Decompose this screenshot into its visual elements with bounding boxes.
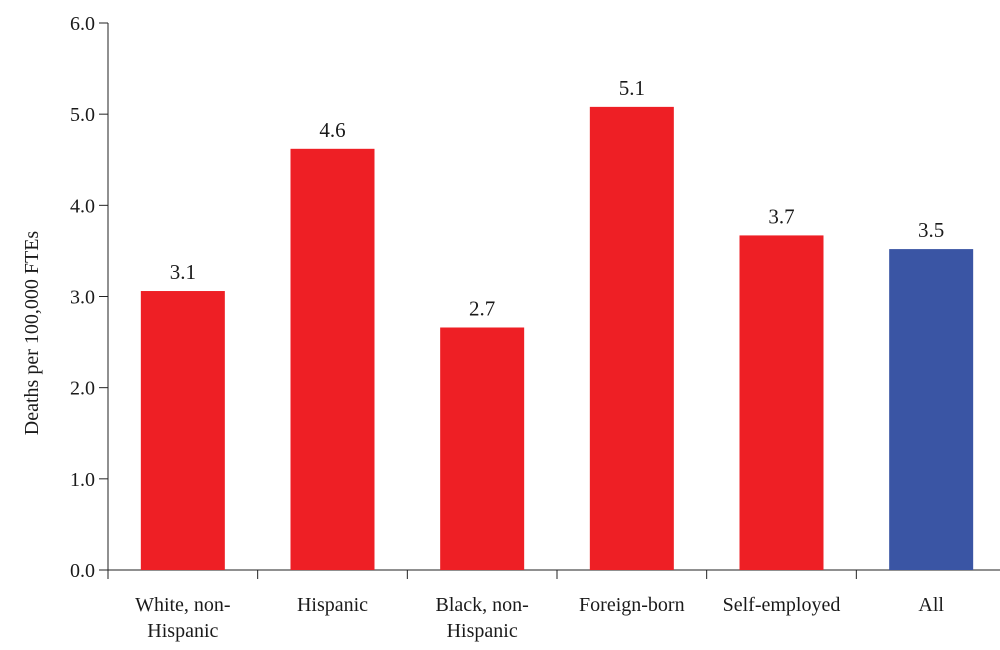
bar [589, 106, 674, 570]
x-category-label: All [918, 594, 944, 616]
bar [889, 249, 974, 571]
bar-value-label: 2.7 [469, 296, 495, 320]
y-tick-label: 4.0 [70, 195, 95, 217]
x-category-label: Hispanic [147, 620, 218, 642]
y-tick-label: 6.0 [70, 13, 95, 35]
y-tick-label: 0.0 [70, 560, 95, 582]
x-category-label: Black, non- [436, 594, 529, 616]
y-tick-label: 1.0 [70, 469, 95, 491]
x-category-label: Self-employed [723, 594, 841, 616]
bar-value-label: 4.6 [319, 118, 345, 142]
bar-value-label: 3.1 [170, 260, 196, 284]
y-axis-title: Deaths per 100,000 FTEs [21, 231, 43, 436]
bars [140, 106, 974, 571]
y-tick-label: 5.0 [70, 104, 95, 126]
data-labels: 3.1 4.6 2.7 5.1 3.7 3.5 [170, 76, 945, 321]
bar [440, 327, 525, 570]
y-axis: 0.0 1.0 2.0 3.0 4.0 5.0 6.0 [70, 13, 109, 582]
x-category-label: White, non- [135, 594, 231, 616]
y-tick-label: 3.0 [70, 287, 95, 309]
bar-value-label: 3.7 [768, 204, 794, 228]
x-category-label: Foreign-born [579, 594, 685, 616]
x-category-label: Hispanic [297, 594, 368, 616]
bar [140, 291, 225, 570]
bar [739, 235, 824, 570]
bar-value-label: 5.1 [619, 76, 645, 100]
bar [290, 148, 375, 570]
x-category-label: Hispanic [447, 620, 518, 642]
y-tick-label: 2.0 [70, 378, 95, 400]
bar-value-label: 3.5 [918, 218, 944, 242]
x-axis: White, non- Hispanic Hispanic Black, non- Hi… [107, 569, 1000, 642]
